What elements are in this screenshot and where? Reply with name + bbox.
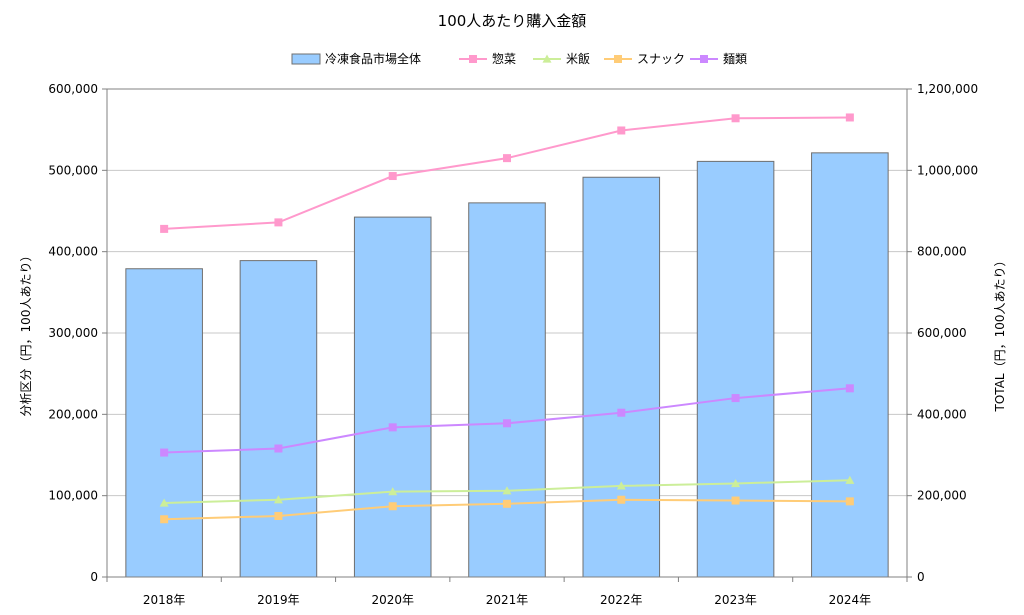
y-tick-label: 200,000 [48,407,98,421]
y2-tick-label: 200,000 [917,489,967,503]
x-tick-label: 2019年 [257,593,300,607]
legend-marker [700,55,708,63]
legend-marker [469,55,477,63]
y-tick-label: 0 [90,570,98,584]
data-point-marker [274,444,283,453]
data-point-marker [388,423,397,432]
bar [468,202,546,578]
y2-tick-label: 800,000 [917,245,967,259]
data-point-marker [274,218,283,227]
x-tick-label: 2020年 [371,593,414,607]
legend-marker [542,54,552,63]
data-point-marker [502,486,512,495]
axes: 0 100,000 200,000 300,000 400,000 500,000 600,… [48,82,978,607]
y-axis-title: 分析区分（円，100人あたり） [19,250,33,417]
y-tick-label: 500,000 [48,163,98,177]
legend-label: 惣菜 [492,51,516,66]
line-series [159,113,855,524]
x-tick-label: 2024年 [829,593,872,607]
y2-tick-label: 0 [917,570,925,584]
bar [811,152,889,578]
x-tick-label: 2022年 [600,593,643,607]
data-point-marker [160,448,169,457]
bar [353,216,432,578]
y2-tick-label: 1,200,000 [917,82,978,96]
y-tick-label: 400,000 [48,245,98,259]
y-tick-label: 300,000 [48,326,98,340]
data-point-marker [845,384,854,393]
data-point-marker [731,114,740,123]
y2-tick-label: 1,000,000 [917,163,978,177]
x-tick-label: 2023年 [714,593,757,607]
data-point-marker [731,394,740,403]
data-point-marker [845,113,854,122]
data-point-marker [273,495,283,504]
data-point-marker [160,515,169,524]
data-point-marker [731,478,741,488]
y-tick-label: 600,000 [48,82,98,96]
y2-tick-label: 400,000 [917,407,967,421]
bar [696,160,775,578]
data-point-marker [503,419,511,428]
legend-label: スナック [637,52,685,66]
x-tick-label: 2021年 [486,593,529,607]
data-point-marker [617,495,626,504]
y-tick-label: 100,000 [48,489,98,503]
data-point-marker [845,497,854,506]
bar [582,176,661,578]
data-point-marker [617,126,626,135]
data-point-marker [388,172,397,181]
y2-axis-title: TOTAL（円，100人あたり） [993,255,1007,413]
chart-title: 100人あたり購入金額 [438,12,587,30]
legend-label: 米飯 [566,51,590,66]
legend-marker [614,55,622,63]
data-point-marker [159,498,169,507]
x-tick-label: 2018年 [143,593,186,607]
legend-label: 冷凍食品市場全体 [325,51,421,66]
bar [125,268,203,578]
data-point-marker [388,502,397,511]
bar [239,260,318,578]
data-point-marker [503,499,511,508]
data-point-marker [617,408,626,417]
data-point-marker [731,496,740,505]
data-point-marker [388,487,398,496]
legend-label: 麺類 [723,52,747,66]
legend: 冷凍食品市場全体 惣菜 米飯 スナック 麺類 [291,51,747,66]
y2-tick-label: 600,000 [917,326,967,340]
legend-swatch [291,53,321,65]
data-point-marker [616,481,626,490]
data-point-marker [160,224,169,233]
data-point-marker [845,475,855,484]
bar-series [125,152,889,578]
data-point-marker [503,154,511,163]
data-point-marker [274,512,283,520]
